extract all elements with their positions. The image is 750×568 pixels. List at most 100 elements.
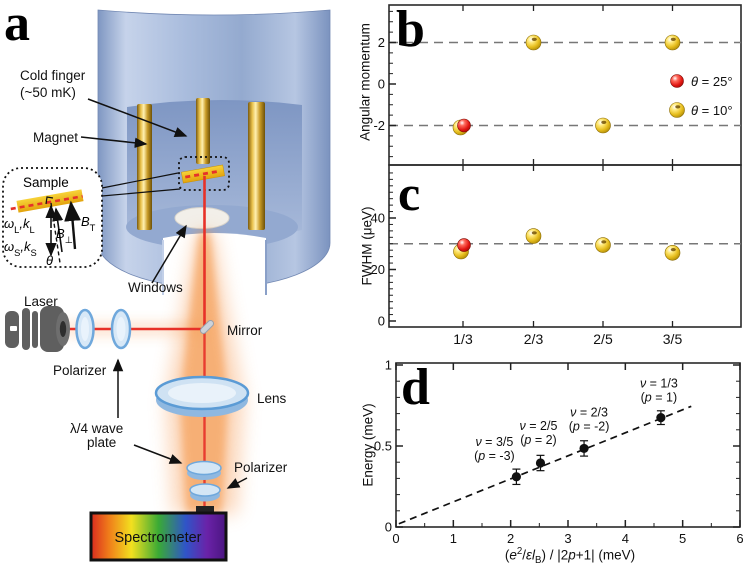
collection-lens bbox=[154, 375, 250, 417]
legend-marker bbox=[669, 102, 685, 118]
cold-finger-label: Cold finger bbox=[20, 68, 86, 83]
y-tick-label: -2 bbox=[373, 118, 385, 133]
x-axis-label-d: (e2/εlB) / |2p+1| (meV) bbox=[504, 545, 636, 567]
y-tick-label: 40 bbox=[371, 211, 385, 226]
y-axis-label-c: FWHM (μeV) bbox=[359, 206, 375, 286]
omega-kL-label: ωL,kL bbox=[4, 216, 35, 235]
point-label: ν = 3/5 bbox=[475, 435, 513, 449]
y-tick-label: 20 bbox=[371, 262, 385, 277]
data-point-gold bbox=[525, 228, 542, 244]
spectrometer-slit bbox=[196, 506, 214, 515]
point-label: (p = 1) bbox=[641, 391, 678, 405]
cold-finger-rod bbox=[196, 98, 210, 164]
sphere-speck bbox=[670, 247, 676, 252]
theta-label: θ bbox=[46, 253, 53, 268]
windows-label: Windows bbox=[128, 280, 183, 295]
panel-b-frame bbox=[388, 4, 742, 166]
laser-source bbox=[5, 306, 70, 352]
mirror-label: Mirror bbox=[227, 323, 263, 338]
x-tick-label: 1 bbox=[450, 531, 457, 546]
panel-label-c: c bbox=[398, 165, 421, 221]
panel-label-d: d bbox=[401, 359, 430, 416]
sphere-speck bbox=[531, 37, 537, 41]
point-label: (p = -2) bbox=[569, 419, 610, 433]
sample-inset: Sample ωL,kL ωS,kS B⊥ BT θ bbox=[2, 167, 181, 268]
y-tick-label: 0 bbox=[385, 520, 392, 535]
y-tick-label: 0.5 bbox=[374, 439, 392, 454]
cryostat bbox=[97, 9, 331, 297]
polarizer-lens-1 bbox=[75, 308, 95, 350]
x-tick-label: 0 bbox=[392, 531, 399, 546]
data-point-gold bbox=[595, 237, 611, 253]
panel-d-frame bbox=[395, 362, 741, 528]
y-tick-label: 2 bbox=[378, 35, 385, 50]
y-tick-label: 0 bbox=[378, 77, 385, 92]
sphere-speck bbox=[531, 231, 537, 235]
waveplate-label: λ/4 wave bbox=[70, 421, 123, 436]
point-label: (p = 2) bbox=[520, 433, 557, 447]
laser-label: Laser bbox=[24, 294, 58, 309]
magnet-coil-left bbox=[137, 104, 152, 230]
sample-label: Sample bbox=[23, 175, 69, 190]
category-label: 3/5 bbox=[663, 331, 683, 347]
data-point-black bbox=[579, 443, 589, 454]
y-axis-label-b: Angular momentum bbox=[357, 23, 373, 141]
lens-label: Lens bbox=[257, 391, 287, 406]
polarizer-top-label: Polarizer bbox=[53, 363, 107, 378]
panel-label-b: b bbox=[396, 1, 425, 58]
data-point-gold bbox=[664, 34, 681, 51]
category-label: 1/3 bbox=[453, 331, 473, 347]
b-total-label: BT bbox=[81, 214, 96, 233]
sphere-speck bbox=[601, 120, 607, 124]
point-label: (p = -3) bbox=[474, 449, 515, 463]
legend-label: θ = 10° bbox=[691, 103, 733, 118]
x-tick-label: 6 bbox=[736, 531, 743, 546]
point-label: ν = 1/3 bbox=[640, 377, 678, 391]
data-point-gold bbox=[525, 34, 542, 51]
y-axis-label-d: Energy (meV) bbox=[360, 403, 376, 487]
mirror bbox=[199, 319, 215, 335]
sphere-speck bbox=[601, 240, 607, 244]
cold-finger-label-2: (~50 mK) bbox=[20, 85, 76, 100]
b-total-arrow bbox=[64, 200, 81, 250]
panel-label-a: a bbox=[4, 0, 30, 52]
waveplate-disc bbox=[186, 460, 222, 480]
omega-kS-label: ωS,kS bbox=[4, 239, 37, 258]
annotations: Cold finger (~50 mK) Magnet Windows Lase… bbox=[20, 68, 288, 489]
point-label: ν = 2/3 bbox=[570, 405, 608, 419]
category-label: 2/5 bbox=[593, 331, 613, 347]
window-opening bbox=[174, 207, 230, 229]
waveplate-label-2: plate bbox=[87, 435, 116, 450]
legend-label: θ = 25° bbox=[691, 74, 733, 89]
point-label: ν = 2/5 bbox=[520, 419, 558, 433]
data-point-red bbox=[457, 118, 471, 133]
legend-marker bbox=[670, 74, 684, 88]
category-label: 2/3 bbox=[524, 331, 544, 347]
x-tick-label: 3 bbox=[564, 531, 571, 546]
data-point-black bbox=[656, 413, 666, 423]
data-point-gold bbox=[595, 117, 611, 134]
sphere-speck bbox=[675, 105, 681, 109]
magnet-coil-right bbox=[248, 102, 265, 230]
polarizer-bottom-label: Polarizer bbox=[234, 460, 288, 475]
data-point-gold bbox=[664, 244, 681, 261]
magnet-label: Magnet bbox=[33, 130, 78, 145]
polarizer-disc bbox=[189, 483, 221, 502]
x-tick-label: 4 bbox=[622, 531, 629, 546]
trend-line bbox=[398, 405, 692, 525]
y-tick-label: 1 bbox=[385, 358, 392, 373]
polarizer-lens-2 bbox=[110, 308, 132, 350]
x-tick-label: 5 bbox=[679, 531, 686, 546]
y-tick-label: 0 bbox=[378, 314, 385, 329]
data-point-red bbox=[457, 238, 471, 252]
b-perp-arrow bbox=[52, 207, 64, 253]
x-tick-label: 2 bbox=[507, 531, 514, 546]
panel-c-frame bbox=[388, 164, 742, 328]
data-point-black bbox=[511, 472, 521, 482]
sphere-speck bbox=[670, 37, 676, 41]
spectrometer-label: Spectrometer bbox=[114, 530, 201, 546]
data-point-black bbox=[535, 458, 546, 468]
